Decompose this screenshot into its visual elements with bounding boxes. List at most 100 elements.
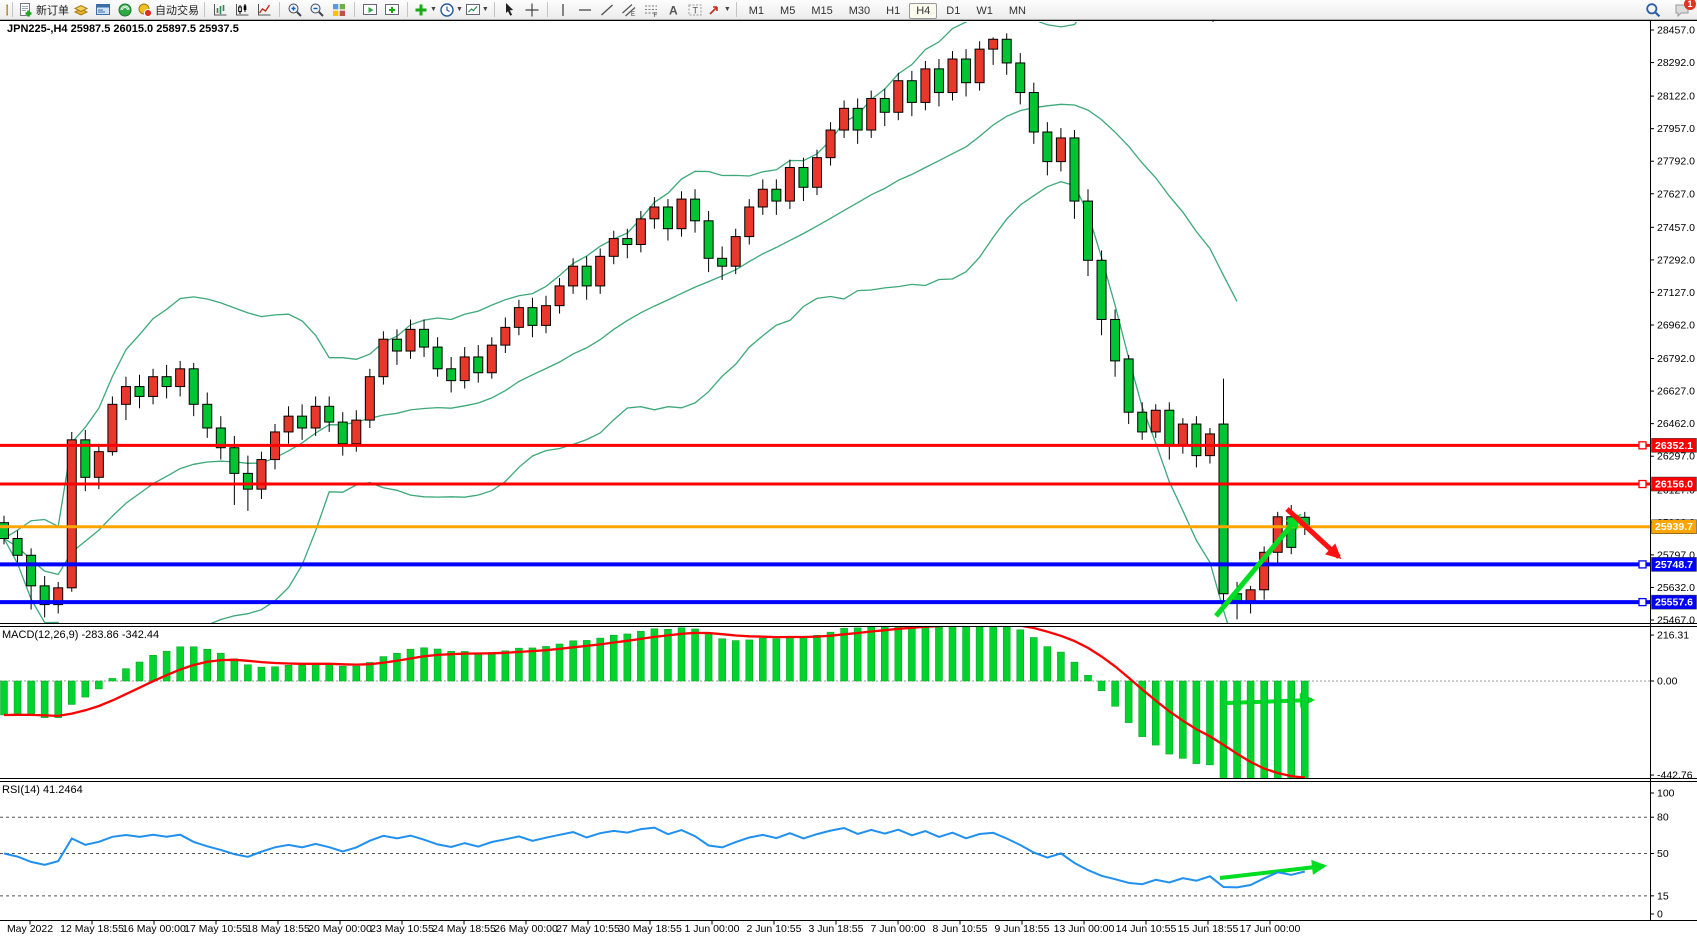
bollinger-bands: [3, 22, 1238, 623]
svg-text:26627.0: 26627.0: [1657, 386, 1695, 398]
add-indicator-button[interactable]: ▼: [413, 1, 437, 19]
separator: [546, 2, 548, 17]
text-tool[interactable]: A: [663, 1, 683, 19]
horizontal-line-icon: [578, 8, 591, 11]
new-order-label: 新订单: [36, 4, 69, 17]
svg-text:25939.7: 25939.7: [1655, 521, 1693, 533]
svg-text:-442.76: -442.76: [1657, 770, 1693, 782]
svg-text:26297.0: 26297.0: [1657, 451, 1695, 463]
timeframe-m30-button[interactable]: M30: [848, 4, 871, 17]
horizontal-line-26352.1[interactable]: [0, 441, 1650, 450]
zoom-out-icon: [310, 3, 324, 17]
svg-text:27957.0: 27957.0: [1657, 123, 1695, 135]
separator: [204, 2, 205, 17]
gold-layers-icon: [73, 4, 89, 16]
trendline-icon: [600, 3, 613, 16]
timeframe-m1-button[interactable]: M1: [748, 4, 765, 17]
vertical-line-icon: [562, 3, 564, 16]
horizontal-line-25748.7[interactable]: [0, 560, 1650, 569]
svg-text:30 May 18:55: 30 May 18:55: [618, 923, 682, 935]
signals-button[interactable]: [115, 1, 135, 19]
terminal-window-icon: [96, 3, 110, 15]
rsi-label: RSI(14) 41.2464: [2, 784, 83, 796]
svg-text:26352.1: 26352.1: [1655, 440, 1693, 452]
chart-title: JPN225-,H4 25987.5 26015.0 25897.5 25937…: [7, 23, 239, 35]
crosshair-icon: [525, 3, 539, 16]
price-chip-25557.6: 25557.6: [1651, 594, 1697, 610]
pane-separators: [0, 20, 1697, 921]
channel-tool[interactable]: E: [619, 1, 639, 19]
horizontal-line-25557.6[interactable]: [0, 597, 1650, 607]
timeframe-h4-button[interactable]: H4: [909, 2, 938, 19]
chevron-down-icon: ▼: [455, 6, 463, 13]
cursor-tool-button[interactable]: [500, 1, 520, 19]
bar-chart-button[interactable]: [210, 1, 230, 19]
new-chart-button[interactable]: [382, 1, 402, 19]
svg-text:T: T: [692, 5, 698, 15]
svg-text:May 2022: May 2022: [7, 923, 53, 935]
horizontal-line-tool[interactable]: [575, 1, 595, 19]
zoom-in-button[interactable]: [285, 1, 305, 19]
candlestick-chart-icon: [236, 3, 249, 15]
separator: [407, 2, 408, 17]
svg-text:27127.0: 27127.0: [1657, 287, 1695, 299]
svg-text:27292.0: 27292.0: [1657, 254, 1695, 266]
fibonacci-icon: F: [644, 5, 657, 18]
horizontal-line-26156[interactable]: [0, 479, 1650, 489]
zoom-in-icon: [288, 3, 302, 17]
period-button[interactable]: ▼: [439, 1, 463, 19]
candlesticks: [0, 33, 1310, 620]
timeframe-mn-button[interactable]: MN: [1008, 4, 1026, 17]
svg-text:28292.0: 28292.0: [1657, 57, 1695, 69]
macd-flat-arrow[interactable]: [1226, 692, 1315, 708]
text-label-tool[interactable]: T: [685, 1, 705, 19]
crosshair-tool-button[interactable]: [522, 1, 542, 19]
price-chip-26156: 26156.0: [1651, 476, 1697, 492]
candlestick-chart-button[interactable]: [232, 1, 252, 19]
notifications-button[interactable]: 1: [1672, 0, 1696, 19]
strategy-tester-button[interactable]: [360, 1, 380, 19]
rsi-up-arrow[interactable]: [1219, 859, 1327, 880]
arrows-tool[interactable]: ▼: [707, 1, 731, 19]
fibonacci-tool[interactable]: F: [641, 1, 661, 19]
trendline-tool[interactable]: [597, 1, 617, 19]
timeframe-m15-button[interactable]: M15: [811, 4, 833, 17]
zoom-out-button[interactable]: [307, 1, 327, 19]
line-chart-button[interactable]: [254, 1, 274, 19]
market-watch-button[interactable]: [71, 1, 91, 19]
svg-text:2 Jun 10:55: 2 Jun 10:55: [747, 923, 802, 935]
svg-text:27792.0: 27792.0: [1657, 156, 1695, 168]
svg-text:100: 100: [1657, 788, 1675, 800]
svg-text:18 May 18:55: 18 May 18:55: [246, 923, 310, 935]
svg-text:27457.0: 27457.0: [1657, 222, 1695, 234]
template-button[interactable]: ▼: [465, 1, 489, 19]
buy-trend-arrow[interactable]: [1214, 513, 1301, 618]
svg-text:23 May 10:55: 23 May 10:55: [370, 923, 434, 935]
svg-text:27627.0: 27627.0: [1657, 188, 1695, 200]
vertical-line-tool[interactable]: [553, 1, 573, 19]
auto-trading-button[interactable]: 自动交易: [137, 1, 199, 19]
sell-trend-arrow[interactable]: [1285, 507, 1342, 560]
svg-text:15: 15: [1657, 890, 1669, 902]
timeframe-h1-button[interactable]: H1: [886, 4, 901, 17]
chart-plus-icon: [385, 3, 399, 15]
search-button[interactable]: [1643, 1, 1663, 19]
svg-text:12 May 18:55: 12 May 18:55: [60, 923, 124, 935]
svg-text:9 Jun 18:55: 9 Jun 18:55: [995, 923, 1050, 935]
timeframe-m5-button[interactable]: M5: [780, 4, 796, 17]
price-axis[interactable]: 28457.0 28292.0 28122.0 27957.0 27792.0 27627…: [1650, 25, 1695, 921]
timeframe-d1-button[interactable]: D1: [946, 4, 961, 17]
clipped-toolbar-icon: [1, 2, 8, 18]
timeframe-w1-button[interactable]: W1: [976, 4, 993, 17]
new-order-button[interactable]: 新订单: [18, 1, 69, 19]
text-label-icon: T: [688, 4, 702, 15]
separator: [493, 2, 495, 17]
rsi-pane: [0, 816, 1650, 897]
svg-text:216.31: 216.31: [1657, 630, 1689, 642]
tile-windows-button[interactable]: [329, 1, 349, 19]
auto-trading-icon: [138, 3, 153, 17]
terminal-window-button[interactable]: [93, 1, 113, 19]
